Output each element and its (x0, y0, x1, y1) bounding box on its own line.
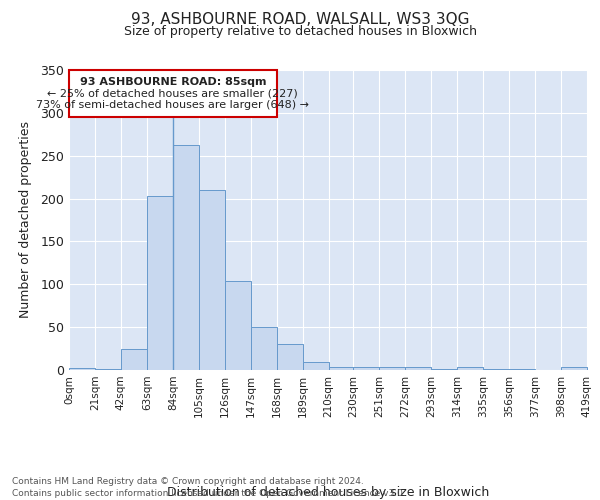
X-axis label: Distribution of detached houses by size in Bloxwich: Distribution of detached houses by size … (167, 486, 490, 500)
Bar (329, 366, 353, 370)
Text: Size of property relative to detached houses in Bloxwich: Size of property relative to detached ho… (124, 25, 476, 38)
Bar (147, 196, 173, 370)
Text: Contains HM Land Registry data © Crown copyright and database right 2024.: Contains HM Land Registry data © Crown c… (12, 478, 364, 486)
Bar (95, 369, 121, 370)
Bar (561, 368, 587, 370)
Y-axis label: Number of detached properties: Number of detached properties (19, 122, 32, 318)
Bar (69, 368, 95, 370)
Bar (69, 70, 277, 117)
Bar (353, 366, 379, 370)
Text: ← 25% of detached houses are smaller (227): ← 25% of detached houses are smaller (22… (47, 88, 298, 99)
Bar (302, 362, 329, 370)
Bar (121, 348, 147, 370)
Text: 73% of semi-detached houses are larger (648) →: 73% of semi-detached houses are larger (… (37, 100, 310, 110)
Bar (173, 146, 199, 370)
Bar (457, 366, 483, 370)
Bar (225, 281, 251, 370)
Bar (251, 327, 277, 370)
Bar (405, 368, 431, 370)
Bar (509, 369, 535, 370)
Bar (431, 369, 457, 370)
Bar (277, 344, 302, 370)
Bar (379, 368, 405, 370)
Text: 93, ASHBOURNE ROAD, WALSALL, WS3 3QG: 93, ASHBOURNE ROAD, WALSALL, WS3 3QG (131, 12, 469, 28)
Text: 93 ASHBOURNE ROAD: 85sqm: 93 ASHBOURNE ROAD: 85sqm (80, 77, 266, 87)
Bar (483, 369, 509, 370)
Text: Contains public sector information licensed under the Open Government Licence v3: Contains public sector information licen… (12, 489, 406, 498)
Bar (199, 190, 224, 370)
